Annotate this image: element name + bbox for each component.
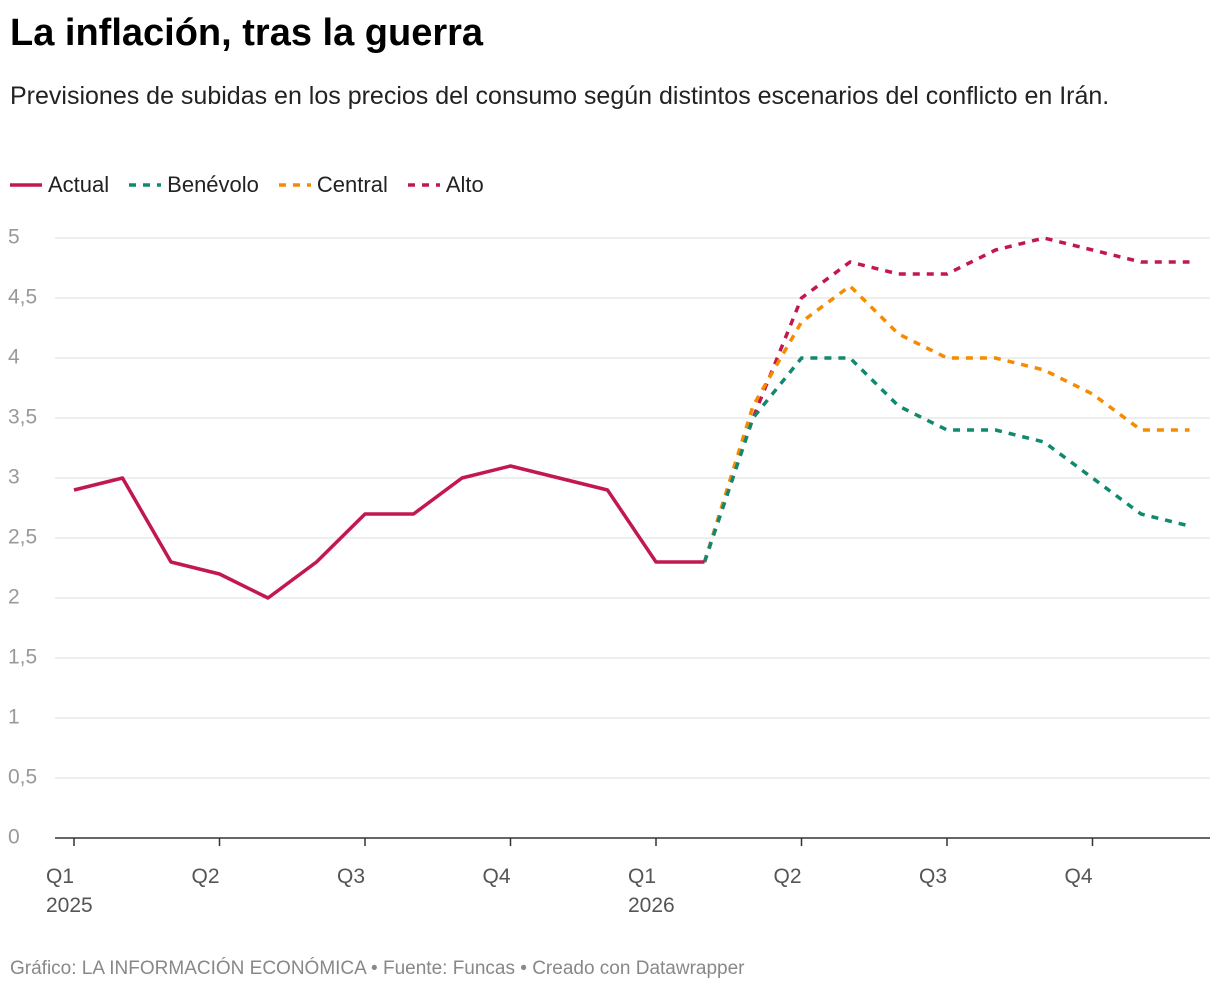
legend-label: Benévolo <box>167 172 259 197</box>
line <box>702 236 1190 563</box>
y-tick-label: 4 <box>8 346 20 369</box>
y-tick-label: 2,5 <box>8 526 37 549</box>
y-tick-label: 4,5 <box>8 286 37 309</box>
legend-swatch <box>407 183 440 187</box>
y-tick-label: 2 <box>8 586 20 609</box>
legend-label: Alto <box>445 172 484 197</box>
x-tick-label: Q2 <box>191 865 220 888</box>
y-tick-label: 3 <box>8 466 20 489</box>
legend-label: Central <box>316 172 388 197</box>
x-tick-label: Q3 <box>919 865 948 888</box>
source: Gráfico: LA INFORMACIÓN ECONÓMICA • Fuen… <box>10 958 745 979</box>
line <box>702 356 1190 563</box>
legend-swatch <box>129 183 162 187</box>
y-tick-label: 3,5 <box>8 406 37 429</box>
y-tick-label: 5 <box>8 226 20 249</box>
legend-swatch <box>10 183 42 187</box>
y-tick-label: 0 <box>8 826 20 849</box>
legend-item: Alto <box>407 172 484 198</box>
legend-label: Actual <box>48 172 110 197</box>
legend-swatch <box>278 183 311 187</box>
legend-item: Central <box>278 172 388 198</box>
x-tick-label: Q2 <box>773 865 802 888</box>
y-tick-label: 1,5 <box>8 646 37 669</box>
y-tick-label: 0,5 <box>8 766 37 789</box>
chart-subtitle: Previsiones de subidas en los precios de… <box>10 82 1110 110</box>
line <box>702 284 1190 563</box>
chart-title: La inflación, tras la guerra <box>10 12 484 54</box>
x-tick-label: Q4 <box>1064 865 1093 888</box>
x-tick-label: Q3 <box>337 865 366 888</box>
line <box>73 464 705 600</box>
x-tick-label: Q1 2025 <box>46 865 93 917</box>
legend: Actual Benévolo Central Alto <box>10 172 484 198</box>
y-tick-label: 1 <box>8 706 20 729</box>
legend-item: Actual <box>10 172 109 198</box>
legend-item: Benévolo <box>129 172 259 198</box>
x-tick-label: Q4 <box>482 865 511 888</box>
x-tick-label: Q1 2026 <box>628 865 675 917</box>
